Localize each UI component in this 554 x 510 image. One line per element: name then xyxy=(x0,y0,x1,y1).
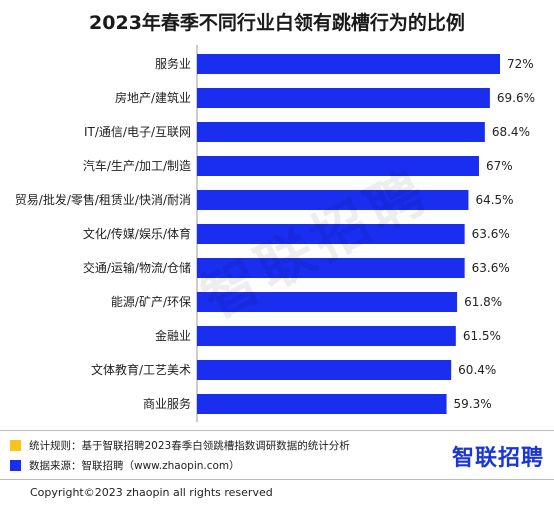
value-label: 59.3% xyxy=(454,397,492,411)
category-label: 商业服务 xyxy=(143,396,191,411)
bar xyxy=(197,326,456,346)
source-note: 数据来源：智联招聘（www.zhaopin.com） xyxy=(10,458,240,473)
bar xyxy=(197,292,458,312)
value-label: 64.5% xyxy=(475,193,513,207)
source-swatch xyxy=(10,460,21,471)
value-label: 63.6% xyxy=(472,261,510,275)
bar xyxy=(197,360,452,380)
bar xyxy=(197,122,485,142)
chart-title: 2023年春季不同行业白领有跳槽行为的比例 xyxy=(89,12,465,34)
value-label: 63.6% xyxy=(472,227,510,241)
bar xyxy=(197,224,465,244)
value-label: 60.4% xyxy=(458,363,496,377)
rule-swatch xyxy=(10,440,21,451)
category-label: 贸易/批发/零售/租赁业/快消/耐消 xyxy=(15,192,191,207)
bar xyxy=(197,88,490,108)
value-label: 67% xyxy=(486,159,513,173)
bar xyxy=(197,156,479,176)
value-label: 69.6% xyxy=(497,91,535,105)
value-label: 61.8% xyxy=(464,295,502,309)
bar xyxy=(197,190,469,210)
category-label: 能源/矿产/环保 xyxy=(111,295,191,309)
category-label: 服务业 xyxy=(155,56,191,71)
bar-chart: 服务业 72% 房地产/建筑业 69.6% IT/通信/电子/互联网 68.4% 汽车/生产… xyxy=(15,45,535,422)
bar xyxy=(197,258,465,278)
bar xyxy=(197,394,447,414)
value-label: 72% xyxy=(507,57,534,71)
footer-divider xyxy=(0,479,554,480)
category-label: 文化/传媒/娱乐/体育 xyxy=(83,226,191,241)
category-label: 金融业 xyxy=(155,328,191,343)
rule-note: 统计规则：基于智联招聘2023春季白领跳槽指数调研数据的统计分析 xyxy=(10,438,350,453)
zhaopin-logo: 智联招聘 xyxy=(451,446,544,471)
category-label: 交通/运输/物流/仓储 xyxy=(83,260,191,275)
category-label: 文体教育/工艺美术 xyxy=(91,362,191,377)
category-label: IT/通信/电子/互联网 xyxy=(84,125,191,139)
copyright: Copyright©2023 zhaopin all rights reserv… xyxy=(30,486,273,499)
source-note-text: 数据来源：智联招聘（www.zhaopin.com） xyxy=(29,460,240,472)
category-label: 房地产/建筑业 xyxy=(115,90,191,105)
value-label: 61.5% xyxy=(463,329,501,343)
notes-divider-top xyxy=(0,430,554,431)
rule-note-text: 统计规则：基于智联招聘2023春季白领跳槽指数调研数据的统计分析 xyxy=(29,440,350,452)
bar xyxy=(197,54,500,74)
value-label: 68.4% xyxy=(492,125,530,139)
category-label: 汽车/生产/加工/制造 xyxy=(83,158,191,173)
